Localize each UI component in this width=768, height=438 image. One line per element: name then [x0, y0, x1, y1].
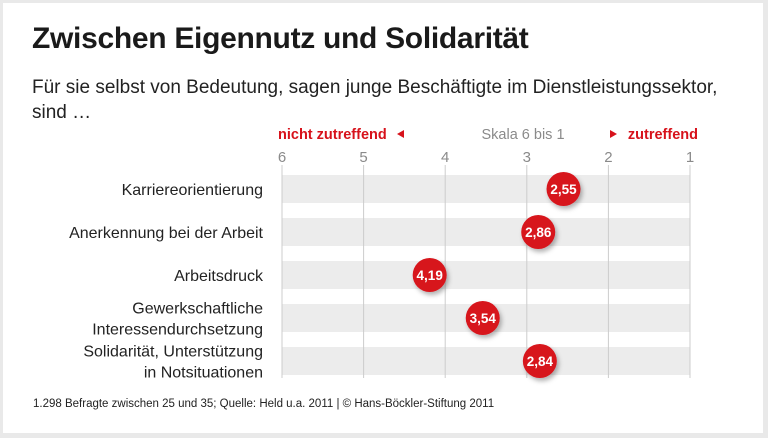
row-band: [282, 175, 690, 203]
source-footer: 1.298 Befragte zwischen 25 und 35; Quell…: [33, 398, 495, 410]
x-tick-label: 6: [278, 149, 286, 166]
category-label: Anerkennung bei der Arbeit: [69, 225, 263, 242]
category-label: Interessendurchsetzung: [92, 322, 263, 339]
x-tick-label: 2: [604, 149, 612, 166]
data-point: [522, 344, 557, 378]
x-tick-label: 5: [359, 149, 367, 166]
category-label: Solidarität, Unterstützung: [83, 344, 263, 361]
data-label: 2,55: [550, 182, 577, 197]
chart-subtitle: Für sie selbst von Bedeutung, sagen jung…: [32, 77, 718, 123]
data-label: 3,54: [470, 311, 497, 326]
left-arrow-icon: [397, 130, 404, 138]
chart-title: Zwischen Eigennutz und Solidarität: [32, 22, 529, 55]
data-label: 4,19: [417, 268, 443, 283]
data-point: [546, 172, 581, 206]
data-label: 2,86: [525, 225, 552, 240]
category-label: Gewerkschaftliche: [132, 301, 263, 318]
x-tick-label: 1: [686, 149, 694, 166]
right-scale-label: zutreffend: [628, 127, 698, 143]
right-arrow-icon: [610, 130, 617, 138]
category-label: in Notsituationen: [144, 365, 263, 382]
data-label: 2,84: [527, 354, 554, 369]
x-tick-label: 4: [441, 149, 449, 166]
left-scale-label: nicht zutreffend: [278, 127, 387, 143]
category-label: Karriereorientierung: [122, 182, 263, 199]
x-tick-label: 3: [523, 149, 531, 166]
data-point: [412, 258, 447, 292]
category-label: Arbeitsdruck: [174, 268, 264, 285]
row-band: [282, 261, 690, 289]
row-band: [282, 218, 690, 246]
data-point: [521, 215, 556, 249]
data-point: [465, 301, 500, 335]
row-band: [282, 347, 690, 375]
scale-label: Skala 6 bis 1: [481, 127, 564, 143]
